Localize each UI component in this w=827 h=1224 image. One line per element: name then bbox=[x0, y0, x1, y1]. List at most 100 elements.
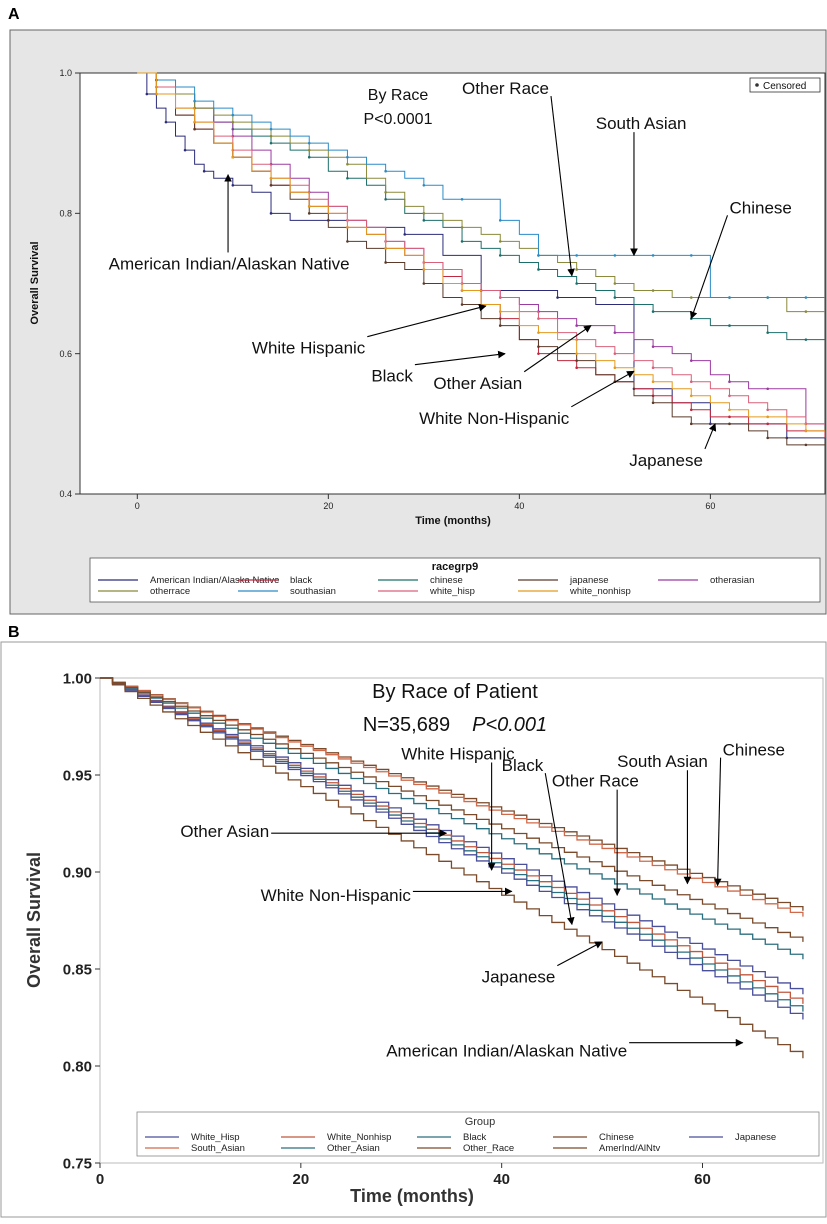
x-tick-label: 40 bbox=[514, 501, 524, 511]
panel-label-a: A bbox=[8, 6, 20, 23]
annotation-black: Black bbox=[371, 367, 413, 386]
censor-mark bbox=[728, 422, 731, 426]
censor-mark bbox=[193, 99, 196, 103]
censor-mark bbox=[193, 120, 196, 124]
annotations-a: Other Race South Asian Chinese American Ind… bbox=[109, 79, 792, 470]
censor-mark bbox=[498, 254, 502, 257]
censor-mark bbox=[384, 190, 387, 194]
legend-box-a bbox=[89, 557, 821, 603]
legend-item-white-hisp: white_hisp bbox=[429, 586, 475, 597]
censor-mark bbox=[307, 212, 311, 215]
series-line-southasian bbox=[137, 72, 825, 299]
censor-mark bbox=[346, 226, 349, 229]
chart-panel-b: By Race of Patient N=35,689 P<0.001 0.750… bbox=[0, 641, 827, 1218]
annotation-japanese: Japanese bbox=[629, 451, 703, 470]
censor-mark bbox=[422, 219, 426, 222]
y-tick-label: 0.80 bbox=[63, 1058, 92, 1075]
censor-mark bbox=[422, 212, 426, 215]
censor-mark bbox=[728, 324, 731, 327]
annotation-other-race: Other Race bbox=[462, 79, 549, 98]
series-line-other-asian bbox=[100, 677, 804, 960]
censor-mark bbox=[575, 268, 578, 271]
y-tick-label: 0.4 bbox=[59, 489, 72, 499]
annotation-arrow bbox=[544, 773, 575, 926]
series-line-south-asian bbox=[100, 677, 804, 917]
censor-mark bbox=[613, 352, 617, 355]
annotation-arrow bbox=[557, 941, 603, 967]
censor-mark bbox=[613, 331, 617, 334]
legend-item-american-indian-alaska-native: American Indian/Alaska Native bbox=[150, 575, 279, 586]
annotation-japanese: Japanese bbox=[482, 968, 556, 987]
censor-mark bbox=[269, 127, 273, 131]
legend-b: Group White_Hisp White_Nonhisp Black Chines… bbox=[136, 1111, 820, 1157]
censor-mark bbox=[498, 219, 502, 222]
censor-mark bbox=[689, 380, 693, 384]
annotation-south-asian: South Asian bbox=[617, 752, 708, 771]
censor-mark bbox=[613, 254, 617, 257]
y-tick-label: 0.6 bbox=[59, 349, 72, 359]
series-group-b bbox=[100, 677, 804, 1059]
legend-item-otherasian: otherasian bbox=[710, 575, 754, 586]
annotation-chinese: Chinese bbox=[723, 741, 785, 760]
annotation-arrow bbox=[713, 757, 722, 887]
censor-mark bbox=[651, 289, 655, 292]
censor-mark bbox=[231, 155, 235, 159]
censor-mark bbox=[575, 352, 578, 355]
censor-mark bbox=[460, 240, 464, 243]
y-axis-b: 0.75 0.80 0.85 0.90 0.95 1.00 bbox=[63, 670, 100, 1172]
annotation-south-asian: South Asian bbox=[596, 114, 687, 133]
legend-box-b bbox=[136, 1111, 820, 1157]
annotation-arrow bbox=[571, 370, 635, 408]
annotation-arrow bbox=[689, 215, 729, 320]
censor-mark bbox=[202, 169, 206, 173]
legend-item-japanese: japanese bbox=[569, 575, 609, 586]
pvalue-a: P<0.0001 bbox=[364, 111, 433, 128]
censor-mark bbox=[651, 254, 655, 257]
legend-item-black: black bbox=[290, 575, 312, 586]
censor-mark bbox=[537, 317, 540, 320]
series-line-chinese bbox=[137, 72, 825, 341]
censor-mark bbox=[804, 296, 808, 299]
censor-mark bbox=[651, 310, 655, 313]
legend-item-white-nonhisp: White_Nonhisp bbox=[327, 1132, 391, 1143]
censor-mark bbox=[651, 401, 655, 405]
title-a: By Race bbox=[368, 87, 429, 104]
censor-mark bbox=[613, 282, 617, 285]
y-axis-label-b: Overall Survival bbox=[24, 852, 44, 988]
censor-mark bbox=[804, 310, 808, 313]
y-tick-label: 0.8 bbox=[59, 208, 72, 218]
x-tick-label: 0 bbox=[96, 1171, 104, 1188]
x-axis-a: 0 20 40 60 bbox=[135, 494, 715, 511]
y-tick-label: 0.90 bbox=[63, 864, 92, 881]
censor-mark bbox=[269, 183, 273, 187]
censor-mark bbox=[689, 254, 693, 257]
censor-mark bbox=[804, 338, 808, 341]
legend-item-white-nonhisp: white_nonhisp bbox=[569, 586, 631, 597]
censor-legend-box bbox=[749, 77, 821, 93]
censor-mark bbox=[346, 155, 349, 159]
legend-item-chinese: Chinese bbox=[599, 1132, 634, 1143]
annotation-arrow bbox=[414, 350, 506, 366]
censor-mark bbox=[384, 198, 387, 201]
censor-mark bbox=[728, 408, 731, 412]
censor-mark bbox=[766, 436, 769, 440]
legend-item-amerind-alntv: AmerInd/AlNtv bbox=[599, 1143, 660, 1154]
annotation-white-non-hispanic: White Non-Hispanic bbox=[419, 409, 570, 428]
censor-mark bbox=[575, 282, 578, 285]
censor-mark bbox=[307, 141, 311, 145]
censor-mark bbox=[689, 394, 693, 398]
x-axis-label-a: Time (months) bbox=[415, 515, 491, 527]
legend-item-black: Black bbox=[463, 1132, 486, 1143]
censor-mark bbox=[537, 345, 540, 348]
censor-mark bbox=[269, 134, 273, 138]
legend-item-japanese: Japanese bbox=[735, 1132, 776, 1143]
x-tick-label: 0 bbox=[135, 501, 140, 511]
series-line-amerind-alntv bbox=[100, 677, 804, 1059]
legend-a: racegrp9 American Indian/Alaska Native bl… bbox=[89, 557, 821, 603]
annotation-american-indian-alaskan-native: American Indian/Alaskan Native bbox=[109, 254, 350, 273]
censor-mark bbox=[613, 296, 617, 299]
legend-entries-a: American Indian/Alaska Native black chines… bbox=[98, 575, 754, 597]
y-tick-label: 1.0 bbox=[59, 68, 72, 78]
legend-title-a: racegrp9 bbox=[432, 561, 478, 573]
